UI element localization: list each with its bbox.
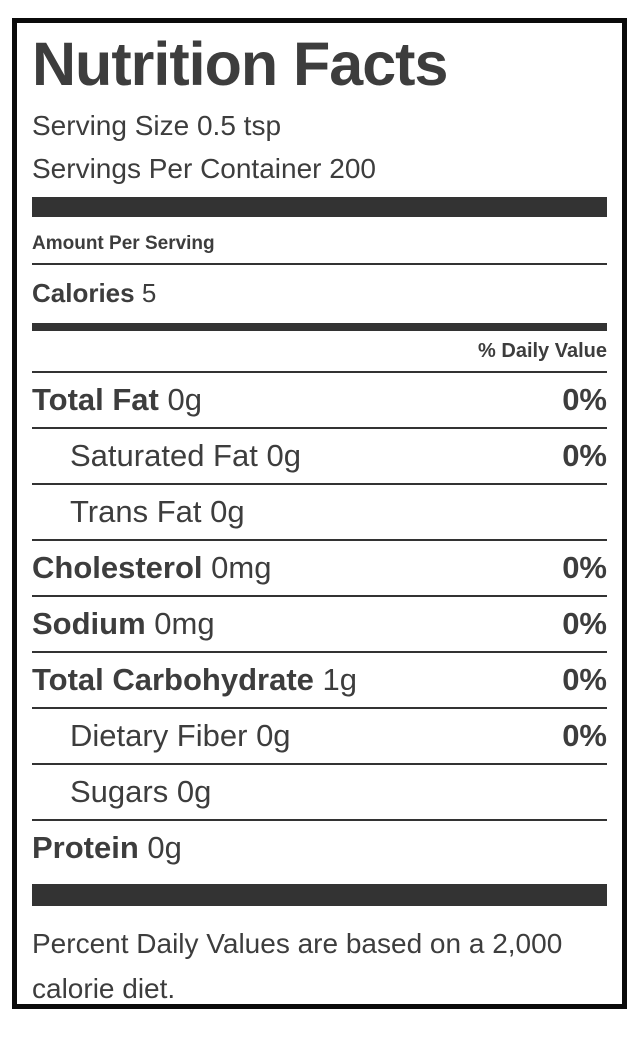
nutrient-row-cholesterol: Cholesterol 0mg 0%: [32, 541, 607, 597]
nutrient-text: Saturated Fat 0g: [70, 439, 301, 472]
calories-row: Calories 5: [32, 265, 607, 323]
nutrient-amount: 0g: [210, 493, 245, 529]
nutrient-name: Cholesterol: [32, 549, 203, 585]
nutrient-amount: 0g: [176, 773, 212, 809]
nutrient-row-sodium: Sodium 0mg 0%: [32, 597, 607, 653]
nutrient-name: Saturated Fat: [70, 437, 258, 473]
nutrient-row-total-carbohydrate: Total Carbohydrate 1g 0%: [32, 653, 607, 709]
nutrient-row-total-fat: Total Fat 0g 0%: [32, 373, 607, 429]
nutrient-text: Sugars 0g: [70, 775, 211, 808]
nutrient-text: Total Fat 0g: [32, 383, 202, 416]
nutrient-row-sugars: Sugars 0g: [32, 765, 607, 821]
daily-value-header: % Daily Value: [32, 331, 607, 373]
nutrient-daily-value: 0%: [562, 381, 607, 417]
nutrient-amount: 0mg: [154, 605, 215, 641]
label-title: Nutrition Facts: [32, 30, 448, 98]
footnote: Percent Daily Values are based on a 2,00…: [32, 927, 563, 1004]
nutrient-text: Cholesterol 0mg: [32, 551, 271, 584]
nutrient-name: Protein: [32, 829, 139, 865]
nutrient-amount: 1g: [322, 661, 358, 697]
nutrient-text: Sodium 0mg: [32, 607, 215, 640]
divider-medium: [32, 322, 607, 331]
nutrient-amount: 0g: [147, 829, 182, 865]
nutrient-row-trans-fat: Trans Fat 0g: [32, 485, 607, 541]
nutrient-row-dietary-fiber: Dietary Fiber 0g 0%: [32, 709, 607, 765]
divider-thick-top: [32, 196, 607, 217]
amount-per-serving-header: Amount Per Serving: [32, 217, 607, 265]
nutrient-daily-value: 0%: [562, 661, 607, 697]
nutrient-name: Sugars: [70, 773, 169, 809]
nutrient-name: Total Carbohydrate: [32, 661, 314, 697]
nutrient-amount: 0g: [256, 717, 291, 753]
nutrient-text: Dietary Fiber 0g: [70, 719, 291, 752]
nutrient-amount: 0g: [167, 381, 202, 417]
nutrient-daily-value: 0%: [562, 605, 607, 641]
nutrient-name: Dietary Fiber: [70, 717, 248, 753]
nutrient-amount: 0mg: [211, 549, 272, 585]
nutrition-facts-label: Nutrition Facts Serving Size 0.5 tsp Ser…: [12, 18, 627, 1009]
servings-per-container-line: Servings Per Container 200: [32, 152, 376, 184]
serving-size-line: Serving Size 0.5 tsp: [32, 109, 282, 141]
nutrient-row-protein: Protein 0g: [32, 821, 607, 875]
divider-thick-bottom: [32, 883, 607, 906]
nutrient-row-saturated-fat: Saturated Fat 0g 0%: [32, 429, 607, 485]
nutrient-daily-value: 0%: [562, 437, 607, 473]
nutrient-text: Protein 0g: [32, 831, 182, 864]
nutrient-text: Trans Fat 0g: [70, 495, 245, 528]
calories-label: Calories: [32, 277, 135, 308]
nutrient-name: Sodium: [32, 605, 146, 641]
nutrient-name: Trans Fat: [70, 493, 202, 529]
nutrient-text: Total Carbohydrate 1g: [32, 663, 357, 696]
nutrient-name: Total Fat: [32, 381, 159, 417]
nutrient-amount: 0g: [266, 437, 301, 473]
nutrient-daily-value: 0%: [562, 549, 607, 585]
nutrient-daily-value: 0%: [562, 717, 607, 753]
calories-value: 5: [141, 277, 157, 308]
